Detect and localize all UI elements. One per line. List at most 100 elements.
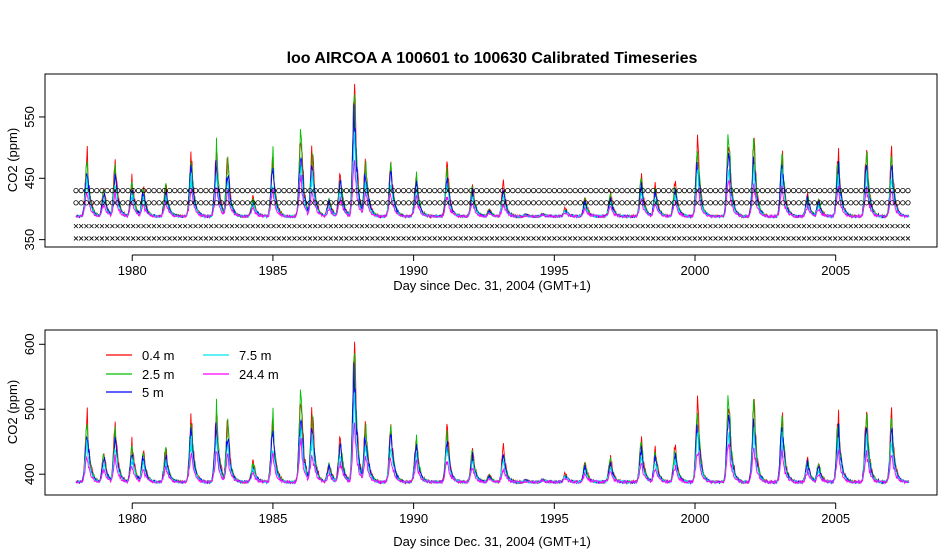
reference-marker [614, 223, 620, 229]
reference-marker [338, 200, 344, 206]
reference-marker [541, 236, 547, 241]
reference-marker [739, 223, 744, 229]
reference-marker [510, 223, 516, 229]
reference-marker [770, 188, 776, 194]
reference-marker [442, 200, 448, 206]
reference-marker [193, 188, 199, 194]
reference-marker [536, 200, 542, 206]
reference-marker [219, 200, 225, 206]
reference-marker [504, 200, 511, 206]
reference-marker [447, 188, 453, 194]
reference-marker [708, 236, 713, 241]
reference-marker [369, 200, 375, 206]
reference-marker [83, 200, 90, 206]
reference-marker [130, 200, 136, 206]
reference-marker [744, 236, 750, 241]
reference-marker [577, 200, 584, 206]
reference-marker [671, 200, 677, 206]
reference-marker [603, 188, 610, 194]
reference-marker [894, 188, 901, 194]
reference-marker [328, 188, 334, 194]
reference-marker [812, 236, 817, 241]
reference-marker [447, 200, 453, 206]
reference-marker [858, 188, 864, 194]
reference-marker [905, 223, 911, 229]
reference-marker [848, 223, 854, 229]
reference-marker [395, 200, 401, 206]
reference-marker [894, 200, 901, 206]
reference-marker [104, 200, 110, 206]
reference-marker [723, 188, 729, 194]
reference-marker [816, 188, 823, 194]
reference-marker [146, 188, 152, 194]
reference-marker [385, 223, 391, 229]
reference-marker [239, 188, 245, 194]
reference-marker [687, 236, 692, 241]
reference-marker [291, 200, 297, 206]
reference-marker [89, 223, 94, 229]
legend-entry-7-5m: 7.5 m [203, 348, 272, 363]
reference-marker [687, 223, 692, 229]
reference-marker [780, 200, 786, 206]
reference-marker [786, 223, 791, 229]
reference-marker [822, 223, 828, 229]
reference-level-410 [73, 200, 911, 206]
reference-marker [785, 188, 792, 194]
reference-marker [874, 200, 880, 206]
reference-marker [811, 200, 818, 206]
reference-marker [666, 236, 672, 241]
reference-marker [712, 188, 719, 194]
reference-marker [94, 188, 100, 194]
y-tick-label: 450 [22, 167, 37, 189]
reference-marker [219, 236, 224, 241]
reference-marker [296, 188, 303, 194]
reference-marker [458, 200, 464, 206]
reference-marker [671, 188, 677, 194]
legend-label: 7.5 m [239, 348, 272, 363]
reference-marker [213, 188, 219, 194]
reference-marker [151, 223, 157, 229]
reference-marker [136, 223, 141, 229]
reference-marker [785, 200, 792, 206]
reference-marker [905, 188, 911, 194]
reference-marker [525, 188, 532, 194]
reference-marker [396, 236, 401, 241]
reference-marker [624, 236, 630, 241]
reference-marker [182, 200, 188, 206]
reference-marker [328, 223, 334, 229]
reference-marker [448, 223, 453, 229]
reference-marker [619, 223, 625, 229]
reference-marker [739, 236, 744, 241]
reference-marker [832, 200, 838, 206]
reference-marker [853, 200, 859, 206]
reference-marker [624, 200, 630, 206]
reference-marker [697, 236, 703, 241]
reference-marker [760, 223, 765, 229]
reference-marker [380, 236, 386, 241]
reference-marker [198, 236, 204, 241]
reference-marker [515, 200, 521, 206]
reference-marker [520, 200, 526, 206]
reference-marker [890, 223, 895, 229]
series-line-7-5-m [75, 392, 910, 485]
reference-marker [473, 188, 479, 194]
reference-marker [411, 200, 417, 206]
top-x-axis: 1980 1985 1990 1995 2000 2005 [118, 254, 850, 278]
reference-marker [536, 188, 542, 194]
reference-marker [900, 223, 906, 229]
reference-marker [629, 188, 636, 194]
reference-marker [494, 223, 500, 229]
reference-marker [728, 236, 734, 241]
reference-marker [744, 200, 750, 206]
reference-marker [427, 236, 432, 241]
reference-marker [177, 236, 183, 241]
reference-marker [432, 223, 438, 229]
reference-marker [354, 236, 360, 241]
reference-marker [224, 223, 230, 229]
reference-marker [385, 236, 391, 241]
reference-marker [151, 236, 157, 241]
reference-marker [536, 236, 542, 241]
reference-marker [245, 200, 251, 206]
reference-marker [182, 236, 188, 241]
